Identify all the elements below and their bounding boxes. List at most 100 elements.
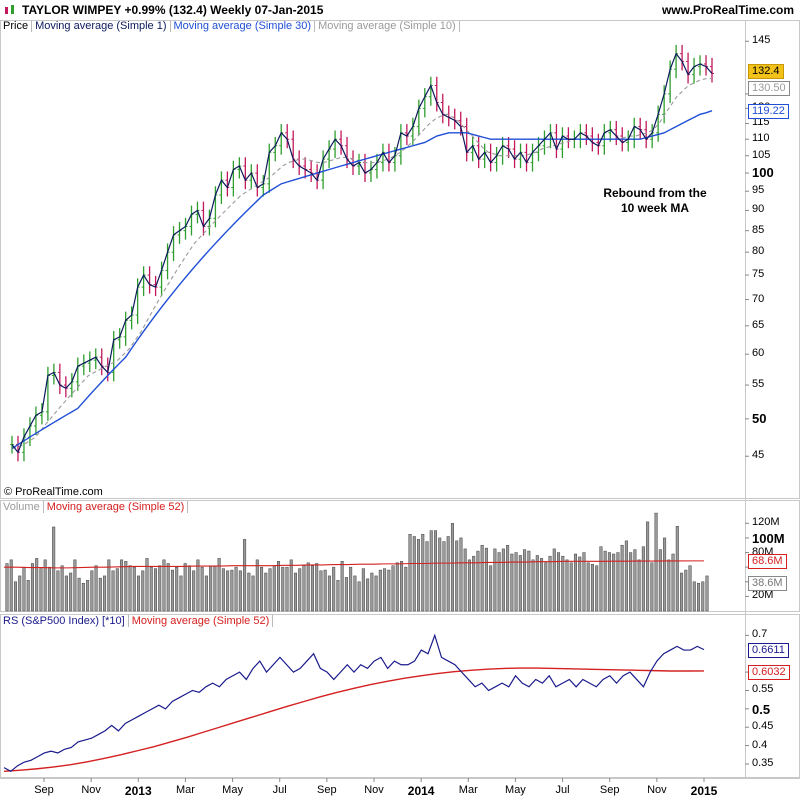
volume-bar	[595, 565, 599, 612]
volume-bar	[103, 575, 107, 612]
ma30-line	[11, 110, 713, 450]
volume-bar	[616, 552, 620, 612]
x-tick-label: Sep	[599, 784, 620, 796]
volume-bar	[277, 561, 281, 612]
volume-bar	[64, 575, 68, 612]
chart-annotation: Rebound from the 10 week MA	[590, 186, 720, 216]
volume-legend: Volume Moving average (Simple 52)	[0, 501, 189, 514]
volume-bar	[315, 563, 319, 612]
volume-bar	[60, 565, 64, 612]
x-tick-label: Jul	[555, 784, 570, 796]
volume-bar	[404, 566, 408, 612]
volume-bar	[450, 523, 454, 612]
annotation-line-2: 10 week MA	[620, 201, 690, 215]
volume-bar	[629, 552, 633, 612]
volume-bar	[400, 561, 404, 612]
volume-bar	[544, 562, 548, 612]
source-url[interactable]: www.ProRealTime.com	[661, 3, 794, 17]
volume-bar	[671, 553, 675, 612]
legend-ma10[interactable]: Moving average (Simple 10)	[315, 20, 460, 32]
price-tick-label: 55	[752, 378, 765, 391]
x-tick-label: Mar	[175, 784, 195, 796]
price-legend: Price Moving average (Simple 1) Moving ave…	[0, 20, 460, 33]
volume-bar	[81, 582, 85, 612]
volume-bar	[107, 559, 111, 612]
volume-bar	[234, 566, 238, 612]
volume-bar	[18, 575, 22, 612]
x-tick-label: Jul	[272, 784, 287, 796]
chart-title: TAYLOR WIMPEY +0.99% (132.4) Weekly 07-J…	[22, 3, 324, 17]
volume-bar	[196, 559, 200, 612]
volume-bar	[124, 561, 128, 612]
volume-tick-label: 120M	[752, 516, 780, 529]
volume-bar	[170, 569, 174, 612]
ma10-line	[11, 78, 712, 449]
volume-bar	[52, 526, 56, 612]
volume-bar	[200, 566, 204, 612]
volume-bar	[285, 566, 289, 612]
volume-bar	[548, 555, 552, 612]
volume-bar	[357, 581, 361, 612]
legend-rs[interactable]: RS (S&P500 Index) [*10]	[0, 615, 129, 627]
x-tick-label: Mar	[458, 784, 478, 796]
legend-price[interactable]: Price	[0, 20, 33, 32]
legend-volume-ma52[interactable]: Moving average (Simple 52)	[43, 501, 189, 513]
volume-bar	[98, 577, 102, 612]
legend-rs-ma52[interactable]: Moving average (Simple 52)	[128, 615, 274, 627]
volume-bar	[238, 570, 242, 612]
price-tick-label: 145	[752, 34, 771, 47]
volume-bar	[603, 550, 607, 612]
volume-bar	[641, 546, 645, 612]
rs-panel-frame	[0, 614, 800, 778]
volume-bar	[633, 549, 637, 612]
volume-bar	[586, 562, 590, 612]
volume-bar	[43, 559, 47, 612]
volume-bar	[9, 559, 13, 612]
volume-bar	[688, 565, 692, 612]
volume-bar	[94, 565, 98, 612]
volume-bar	[569, 562, 573, 612]
volume-bar	[663, 537, 667, 612]
volume-bar	[417, 539, 421, 612]
volume-ma52-line	[4, 560, 704, 569]
volume-ma52-tag: 68.6M	[748, 553, 787, 569]
volume-bar	[158, 565, 162, 612]
volume-bar	[179, 575, 183, 612]
legend-volume[interactable]: Volume	[0, 501, 44, 513]
volume-bar	[378, 569, 382, 612]
volume-bar	[675, 525, 679, 612]
x-tick-label: Sep	[317, 784, 337, 796]
volume-bar	[455, 540, 459, 612]
x-tick-label: Nov	[647, 784, 667, 796]
volume-bar	[387, 569, 391, 612]
rs-tick-label: 0.35	[752, 756, 774, 769]
volume-bar	[552, 548, 556, 612]
volume-bar	[582, 552, 586, 612]
legend-ma30[interactable]: Moving average (Simple 30)	[170, 20, 316, 32]
volume-value-tag: 38.6M	[748, 575, 787, 591]
x-tick-label: 2013	[124, 784, 152, 798]
volume-bar	[209, 565, 213, 612]
volume-bar	[701, 581, 705, 612]
volume-bar	[446, 536, 450, 612]
volume-bar	[646, 521, 650, 612]
volume-bar	[115, 568, 119, 612]
x-tick-label: Sep	[34, 784, 54, 796]
volume-bar	[86, 580, 90, 612]
volume-bar	[293, 572, 297, 612]
volume-bar	[69, 572, 73, 612]
volume-bar	[412, 536, 416, 612]
volume-bar	[56, 570, 60, 612]
volume-bar	[243, 539, 247, 612]
price-tick-label: 50	[752, 410, 767, 426]
price-tick-label: 110	[752, 132, 770, 145]
volume-bar	[30, 563, 34, 612]
legend-ma1[interactable]: Moving average (Simple 1)	[32, 20, 171, 32]
volume-bar	[344, 577, 348, 612]
volume-bar	[624, 540, 628, 612]
volume-bar	[607, 552, 611, 612]
price-tick-label: 85	[752, 223, 765, 236]
volume-bar	[425, 541, 429, 612]
volume-bar	[221, 568, 225, 612]
